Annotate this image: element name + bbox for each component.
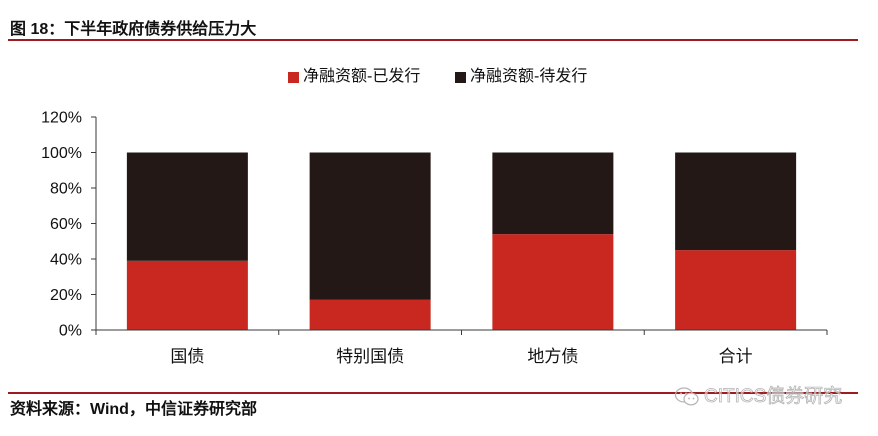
legend-swatch-pending	[455, 71, 466, 83]
figure-title: 图 18：下半年政府债券供给压力大	[10, 21, 257, 38]
watermark-text: CITICS债券研究	[704, 386, 843, 408]
legend-item-pending: 净融资额-待发行	[455, 68, 587, 86]
source-rule	[8, 392, 858, 394]
bar-series-1-category-1	[309, 152, 431, 300]
bar-series-1-category-2	[492, 152, 614, 235]
y-tick-label: 0%	[59, 323, 82, 340]
category-label: 国债	[170, 347, 204, 366]
category-label: 合计	[719, 347, 753, 366]
legend-swatch-issued	[288, 71, 299, 83]
source-note: 资料来源：Wind，中信证券研究部	[10, 401, 257, 418]
y-tick-label: 80%	[50, 181, 82, 198]
y-tick-label: 60%	[50, 216, 82, 233]
category-label: 地方债	[527, 347, 578, 366]
y-tick-label: 100%	[41, 145, 82, 162]
bar-series-0-category-1	[309, 299, 431, 330]
bar-series-0-category-0	[126, 260, 248, 330]
wechat-icon	[674, 387, 699, 406]
category-label: 特别国债	[336, 347, 404, 366]
legend-label-issued: 净融资额-已发行	[303, 68, 421, 85]
title-rule	[8, 39, 858, 41]
bar-series-0-category-2	[492, 234, 614, 330]
y-tick-label: 40%	[50, 252, 82, 269]
y-tick-label: 120%	[41, 110, 82, 127]
y-tick-label: 20%	[50, 287, 82, 304]
legend-item-issued: 净融资额-已发行	[288, 68, 420, 86]
bar-series-1-category-3	[675, 152, 797, 251]
bar-series-0-category-3	[675, 250, 797, 330]
watermark: CITICS债券研究	[674, 386, 843, 408]
bar-series-1-category-0	[126, 152, 248, 261]
legend-label-pending: 净融资额-待发行	[470, 68, 588, 85]
